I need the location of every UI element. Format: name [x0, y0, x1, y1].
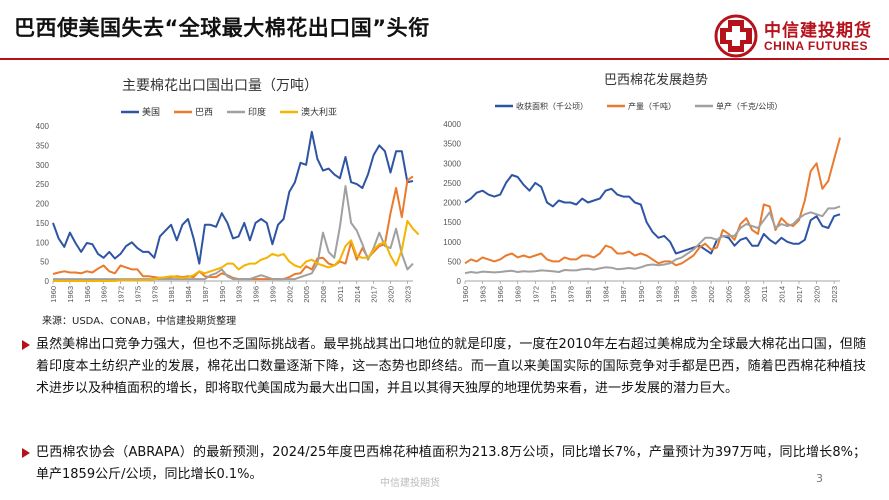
x-tick-label: 2020 [813, 286, 822, 303]
y-tick-label: 350 [36, 141, 50, 150]
x-tick-label: 2002 [707, 286, 716, 303]
x-tick-label: 2011 [336, 286, 345, 302]
x-tick-label: 1963 [66, 286, 75, 303]
x-tick-label: 2002 [285, 286, 294, 303]
y-tick-label: 3000 [443, 159, 461, 168]
x-tick-label: 2023 [830, 286, 839, 303]
x-tick-label: 1969 [100, 286, 109, 303]
y-tick-label: 500 [448, 257, 462, 266]
x-tick-label: 2023 [403, 286, 412, 303]
y-tick-label: 200 [36, 200, 50, 209]
bullet-triangle-icon [22, 448, 30, 458]
series-line-3 [53, 219, 420, 282]
x-tick-label: 2017 [795, 286, 804, 303]
legend-label: 澳大利亚 [301, 106, 337, 117]
x-tick-label: 1984 [602, 286, 611, 303]
x-tick-label: 1960 [461, 286, 470, 303]
y-tick-label: 3500 [443, 140, 461, 149]
logo-chinese-name: 中信建投期货 [764, 21, 872, 41]
legend-label: 印度 [248, 106, 266, 117]
company-logo: 中信建投期货 CHINA FUTURES [714, 10, 884, 62]
y-tick-label: 100 [36, 238, 50, 247]
y-tick-label: 150 [36, 219, 50, 228]
x-tick-label: 1996 [672, 286, 681, 303]
x-tick-label: 1963 [479, 286, 488, 303]
legend-label: 巴西 [195, 107, 213, 117]
bullet-text: 虽然美棉出口竞争力强大，但也不乏国际挑战者。最早挑战其出口地位的就是印度，一度在… [36, 337, 866, 396]
x-tick-label: 1972 [117, 286, 126, 303]
series-line-1 [464, 137, 841, 267]
series-line-0 [464, 174, 841, 255]
y-tick-label: 2500 [443, 179, 461, 188]
series-line-2 [53, 185, 414, 281]
y-tick-label: 1500 [443, 218, 461, 227]
legend-label: 产量（千吨） [628, 101, 676, 111]
y-tick-label: 250 [36, 180, 50, 189]
x-tick-label: 1993 [235, 286, 244, 303]
series-line-0 [52, 130, 414, 265]
y-tick-label: 1000 [443, 238, 461, 247]
legend-label: 单产（千克/公顷） [716, 101, 782, 111]
x-tick-label: 1978 [566, 286, 575, 303]
y-tick-label: 0 [45, 277, 50, 286]
x-tick-label: 2005 [302, 286, 311, 303]
page-number: 3 [816, 472, 823, 485]
x-tick-label: 1990 [218, 286, 227, 303]
x-tick-label: 2008 [319, 286, 328, 303]
x-tick-label: 2008 [742, 286, 751, 303]
exports-chart: 主要棉花出口国出口量（万吨） 美国 巴西 印度 澳大利亚 0 50 100 150 200 250 3… [36, 77, 420, 303]
x-tick-label: 2020 [387, 286, 396, 303]
x-tick-label: 1960 [49, 286, 58, 303]
slide-title: 巴西使美国失去“全球最大棉花出口国”头衔 [14, 16, 430, 40]
x-tick-label: 1972 [531, 286, 540, 303]
x-tick-label: 1981 [167, 286, 176, 303]
y-tick-label: 2000 [443, 199, 461, 208]
x-tick-label: 1984 [184, 286, 193, 303]
x-tick-label: 1996 [252, 286, 261, 303]
x-tick-label: 1990 [637, 286, 646, 303]
title-divider [0, 58, 889, 60]
x-tick-label: 1993 [654, 286, 663, 303]
y-tick-label: 0 [457, 277, 462, 286]
bullet-paragraph-1: 虽然美棉出口竞争力强大，但也不乏国际挑战者。最早挑战其出口地位的就是印度，一度在… [22, 334, 866, 400]
legend-label: 收获面积（千公顷） [516, 101, 588, 111]
x-tick-label: 2017 [370, 286, 379, 303]
y-tick-label: 50 [40, 258, 49, 267]
bullet-paragraph-2: 巴西棉农协会（ABRAPA）的最新预测，2024/25年度巴西棉花种植面积为21… [22, 442, 866, 486]
x-tick-label: 1975 [549, 286, 558, 303]
y-tick-label: 300 [36, 161, 50, 170]
x-tick-label: 1966 [496, 286, 505, 303]
legend-label: 美国 [142, 106, 160, 117]
bullet-triangle-icon [22, 340, 30, 350]
x-tick-label: 1966 [83, 286, 92, 303]
chart-title: 主要棉花出口国出口量（万吨） [122, 77, 318, 93]
x-tick-label: 2014 [777, 286, 786, 303]
chart-legend: 美国 巴西 印度 澳大利亚 [121, 106, 337, 117]
logo-english-name: CHINA FUTURES [764, 39, 869, 53]
citic-logo-icon [714, 14, 758, 58]
x-tick-label: 1987 [619, 286, 628, 303]
y-tick-label: 4000 [443, 120, 461, 129]
footer-watermark: 中信建投期货 [380, 478, 440, 489]
x-tick-label: 2005 [725, 286, 734, 303]
x-tick-label: 2011 [760, 286, 769, 302]
bullet-text: 巴西棉农协会（ABRAPA）的最新预测，2024/25年度巴西棉花种植面积为21… [36, 445, 866, 482]
x-tick-label: 1975 [133, 286, 142, 303]
x-tick-label: 1969 [514, 286, 523, 303]
x-tick-label: 2014 [353, 286, 362, 303]
chart-source: 来源：USDA、CONAB，中信建投期货整理 [42, 316, 237, 327]
x-tick-label: 1999 [690, 286, 699, 303]
series-line-2 [464, 205, 841, 275]
x-tick-label: 1987 [201, 286, 210, 303]
chart-title: 巴西棉花发展趋势 [604, 72, 708, 87]
x-tick-label: 1999 [268, 286, 277, 303]
y-tick-label: 400 [36, 122, 50, 131]
x-tick-label: 1981 [584, 286, 593, 303]
chart-legend: 收获面积（千公顷） 产量（千吨） 单产（千克/公顷） [495, 101, 782, 111]
x-tick-label: 1978 [150, 286, 159, 303]
